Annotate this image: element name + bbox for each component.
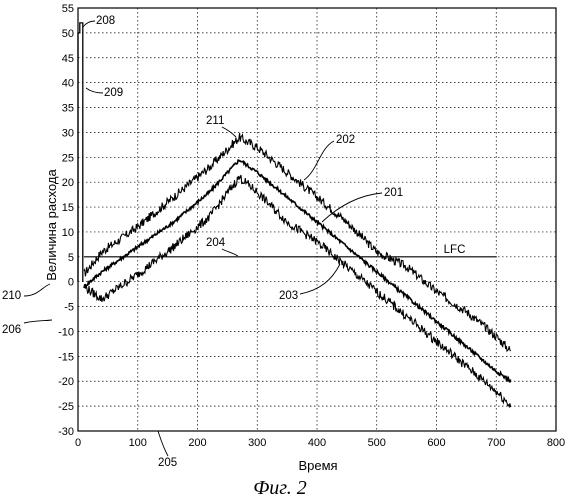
y-tick-label-4: -10 <box>58 326 74 338</box>
x-tick-label-0: 0 <box>75 437 81 449</box>
ref-label-206: 206 <box>2 324 21 336</box>
ref-label-208: 208 <box>96 15 115 27</box>
y-axis-title: Величина расхода <box>44 169 59 281</box>
leader-209 <box>86 88 103 93</box>
leader-210 <box>24 284 50 296</box>
y-tick-label-12: 30 <box>62 127 74 139</box>
y-tick-label-11: 25 <box>62 152 74 164</box>
leader-211 <box>222 127 236 137</box>
y-tick-label-5: -5 <box>64 302 74 314</box>
x-tick-label-3: 300 <box>248 437 266 449</box>
leader-203 <box>300 264 340 294</box>
lfc-label: LFC <box>444 244 466 256</box>
ref-label-209: 209 <box>104 87 123 99</box>
ref-label-211: 211 <box>206 115 224 127</box>
x-tick-label-1: 100 <box>129 437 147 449</box>
leader-205 <box>158 431 168 456</box>
y-tick-label-1: -25 <box>58 401 74 413</box>
y-tick-label-7: 5 <box>68 252 74 264</box>
series-208-209 <box>78 23 83 282</box>
tick-labels: 0100200300400500600700800-30-25-20-15-10… <box>58 3 565 449</box>
x-tick-label-2: 200 <box>188 437 206 449</box>
leader-201 <box>322 193 382 222</box>
y-tick-label-6: 0 <box>68 277 74 289</box>
y-tick-label-15: 45 <box>62 53 74 65</box>
ref-label-201: 201 <box>384 187 403 199</box>
x-tick-label-7: 700 <box>487 437 505 449</box>
leader-204 <box>222 249 238 256</box>
y-tick-label-16: 50 <box>62 28 74 40</box>
leader-202 <box>304 141 334 180</box>
y-tick-label-14: 40 <box>62 78 74 90</box>
x-tick-label-8: 800 <box>547 437 565 449</box>
ref-label-205: 205 <box>158 457 177 469</box>
ref-label-203: 203 <box>279 290 298 302</box>
y-tick-label-17: 55 <box>62 3 74 15</box>
y-tick-label-9: 15 <box>62 202 74 214</box>
y-tick-label-8: 10 <box>62 227 74 239</box>
y-tick-label-2: -20 <box>58 376 74 388</box>
leader-208 <box>83 21 95 27</box>
ref-label-210: 210 <box>2 290 21 302</box>
x-tick-label-5: 500 <box>368 437 386 449</box>
x-tick-label-4: 400 <box>308 437 326 449</box>
figure-caption: Фиг. 2 <box>253 477 307 499</box>
series-202 <box>84 133 511 351</box>
hline-layer: LFC <box>84 244 496 257</box>
y-tick-label-10: 20 <box>62 177 74 189</box>
ref-label-204: 204 <box>206 237 226 249</box>
y-tick-label-13: 35 <box>62 103 74 115</box>
x-tick-label-6: 600 <box>427 437 445 449</box>
ref-label-202: 202 <box>336 134 355 146</box>
x-axis-title: Время <box>298 458 337 473</box>
y-tick-label-3: -15 <box>58 351 74 363</box>
leader-206 <box>24 320 52 323</box>
y-tick-label-0: -30 <box>58 426 74 438</box>
series-layer <box>78 23 511 407</box>
